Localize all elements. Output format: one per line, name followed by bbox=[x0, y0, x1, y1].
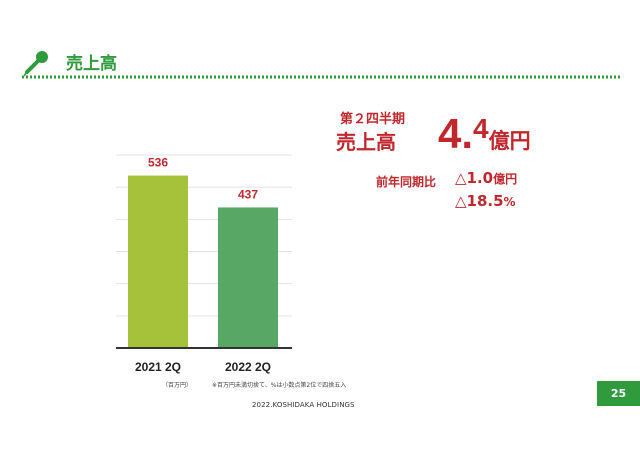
kpi-metric-label: 売上高 bbox=[336, 130, 396, 154]
footnote: ※百万円未満切捨て、%は小数点第2位で四捨五入 bbox=[212, 382, 347, 389]
copyright: 2022.KOSHIDAKA HOLDINGS bbox=[252, 401, 355, 409]
kpi-value-int: 4. bbox=[438, 110, 474, 157]
change-rate-unit: % bbox=[503, 195, 516, 209]
kpi-value-dec: 4 bbox=[473, 113, 489, 144]
comparison-label: 前年同期比 bbox=[376, 175, 437, 189]
bar-value-label: 536 bbox=[148, 156, 168, 170]
kpi-period-label: 第２四半期 bbox=[340, 112, 406, 127]
unit-note: （百万円） bbox=[162, 382, 193, 389]
page-number: 25 bbox=[610, 387, 627, 400]
bar-value-label: 437 bbox=[238, 187, 258, 201]
kpi-value-unit: 億円 bbox=[488, 129, 531, 153]
x-tick-label: 2022 2Q bbox=[225, 360, 271, 374]
change-rate: △18.5% bbox=[455, 192, 516, 210]
page-number-badge: 25 bbox=[597, 381, 640, 406]
change-amount-value: △1.0 bbox=[455, 169, 494, 187]
change-rate-value: △18.5 bbox=[455, 192, 504, 210]
page-title: 売上高 bbox=[66, 54, 117, 74]
x-tick-label: 2021 2Q bbox=[135, 360, 181, 374]
bar bbox=[218, 207, 278, 348]
bar bbox=[128, 175, 188, 348]
change-amount: △1.0億円 bbox=[455, 169, 517, 187]
kpi-value: 4.4億円 bbox=[438, 110, 531, 158]
change-amount-unit: 億円 bbox=[493, 172, 518, 186]
section-header: 売上高 bbox=[22, 47, 620, 83]
microphone-icon bbox=[23, 51, 48, 77]
